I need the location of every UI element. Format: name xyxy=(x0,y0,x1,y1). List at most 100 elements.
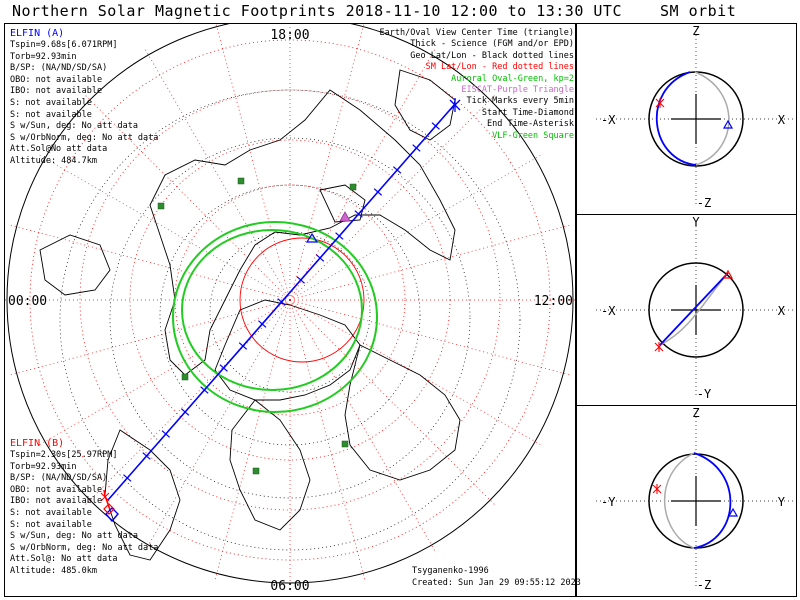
elfin-a-orbit xyxy=(659,272,729,346)
elfin-a-info-line: Torb=92.93min xyxy=(10,51,77,62)
map-frame xyxy=(4,23,576,597)
eiscat-triangle xyxy=(339,211,351,222)
sm-panel-3-frame xyxy=(576,405,797,597)
track-tick xyxy=(412,144,421,152)
elfin-a-orbit xyxy=(655,71,697,166)
coastlines xyxy=(39,69,461,561)
sm-axis-label-top: Y xyxy=(692,215,700,229)
footer: Tsyganenko-1996 Created: Sun Jan 29 09:5… xyxy=(412,566,581,589)
elfin-b-info-line: Att.Sol@: No att data xyxy=(10,554,118,565)
elfin-a-header: ELFIN (A) xyxy=(10,28,65,39)
mlt-label-right: 12:00 xyxy=(534,294,573,309)
elfin-b-info-line: B/SP: (NA/ND/SD/SA) xyxy=(10,473,108,484)
elfin-a-info-line: S w/OrbNorm, deg: No att data xyxy=(10,132,159,143)
legend-item: End Time-Asterisk xyxy=(487,119,574,130)
sm-lon-line xyxy=(289,48,436,301)
sm-lon-line xyxy=(38,154,291,301)
sm-lon-line xyxy=(289,224,571,301)
sm-triangle xyxy=(727,507,739,517)
sm-lon-line xyxy=(38,299,291,446)
track-tick xyxy=(373,188,383,196)
sm-triangle xyxy=(722,269,734,279)
globe-limb xyxy=(6,24,574,584)
sm-lon-line xyxy=(84,299,291,506)
elfin-a-end-asterisk xyxy=(449,98,461,112)
elfin-a-orbit xyxy=(693,452,732,549)
sm-axis-label-right: Y xyxy=(778,495,786,509)
track-tick xyxy=(123,474,132,482)
sm-axis-label-top: Z xyxy=(692,406,699,420)
elfin-a-info: ELFIN (A) Tspin=9.68s[6.071RPM] Torb=92.9… xyxy=(10,28,158,168)
mlt-label-left: 00:00 xyxy=(8,294,47,309)
track-tick xyxy=(238,342,248,350)
sm-asterisk xyxy=(652,484,662,494)
sm-axis-label-left: -X xyxy=(601,304,616,318)
elfin-b-info-line: S: not available xyxy=(10,519,92,530)
sm-panel-3: Z -Z -Y Y xyxy=(596,406,794,592)
elfin-b-info-line: Altitude: 485.0km xyxy=(10,565,97,576)
track-tick xyxy=(219,364,228,372)
vlf-square xyxy=(252,467,260,475)
sm-axis-label-bottom: -Z xyxy=(697,196,711,210)
mlt-label-top: 18:00 xyxy=(270,28,309,43)
elfin-a-info-line: OBO: not available xyxy=(10,74,103,85)
sm-lon-line xyxy=(289,94,496,301)
elfin-b-header: ELFIN (B) xyxy=(10,438,65,449)
legend-item: VLF-Green Square xyxy=(492,130,574,141)
sm-axis-label-right: X xyxy=(778,113,786,127)
mlt-label-bottom: 06:00 xyxy=(270,579,309,594)
view-center-triangle xyxy=(305,232,319,243)
elfin-b-info-line: S w/OrbNorm, deg: No att data xyxy=(10,542,159,553)
sm-asterisk xyxy=(655,98,665,108)
sm-lon-line xyxy=(289,299,436,552)
sm-axis-label-bottom: -Z xyxy=(697,578,711,592)
legend-item: Auroral Oval-Green, kp=2 xyxy=(451,73,574,84)
sm-orbit-title: SM orbit xyxy=(660,2,737,20)
elfin-b-info-line: IBO: not available xyxy=(10,496,103,507)
track-tick xyxy=(142,452,151,460)
chart-title: Northern Solar Magnetic Footprints 2018-… xyxy=(12,2,622,20)
legend-item: EISCAT-Purple Triangle xyxy=(461,85,574,96)
vlf-square xyxy=(157,202,165,210)
elfin-a-start-diamond xyxy=(105,507,119,523)
track-tick xyxy=(315,254,325,262)
elfin-b-info-line: OBO: not available xyxy=(10,484,103,495)
elfin-a-info-line: Att.Sol@No att data xyxy=(10,144,108,155)
elfin-b-orbit xyxy=(694,71,730,166)
elfin-b-track xyxy=(103,489,111,511)
track-tick xyxy=(354,210,363,218)
sm-lon-line xyxy=(289,24,365,301)
sm-lon-grid xyxy=(5,24,575,590)
legend-item: SM Lat/Lon - Red dotted lines xyxy=(425,62,574,73)
sm-lon-line xyxy=(289,299,496,506)
vlf-square xyxy=(237,177,245,185)
sm-lon-line xyxy=(289,154,542,301)
elfin-b-info-line: Tspin=2.30s[25.97RPM] xyxy=(10,450,118,460)
elfin-b-info-line: S: not available xyxy=(10,507,92,518)
track-tick xyxy=(335,232,344,240)
track-tick xyxy=(258,320,267,328)
track-tick xyxy=(180,408,190,416)
elfin-b-start-diamond xyxy=(103,503,115,515)
sm-panel-1: Z -Z -X X xyxy=(596,24,794,210)
sm-panel-2: Y -Y -X X xyxy=(596,215,794,401)
sm-lon-line xyxy=(9,299,291,376)
track-tick xyxy=(393,166,402,174)
sm-lon-line xyxy=(289,299,571,376)
elfin-a-info-line: S w/Sun, deg: No att data xyxy=(10,121,138,132)
vlf-square xyxy=(341,440,349,448)
sm-asterisk xyxy=(654,342,664,352)
legend-item: Thick - Science (FGM and/or EPD) xyxy=(410,39,574,50)
elfin-a-info-line: B/SP: (NA/ND/SD/SA) xyxy=(10,63,108,74)
auroral-oval xyxy=(172,221,378,413)
elfin-b-info-line: S w/Sun, deg: No att data xyxy=(10,531,138,542)
earth-circle xyxy=(648,262,744,358)
legend-item: Tick Marks every 5min xyxy=(466,96,574,107)
elfin-a-info-line: IBO: not available xyxy=(10,86,103,97)
vlf-stations xyxy=(157,177,357,475)
elfin-a-info-line: Altitude: 484.7km xyxy=(10,155,97,166)
sm-lon-line xyxy=(289,299,366,581)
legend-item: Earth/Oval View Center Time (triangle) xyxy=(379,28,574,38)
elfin-a-info-line: S: not available xyxy=(10,109,92,120)
